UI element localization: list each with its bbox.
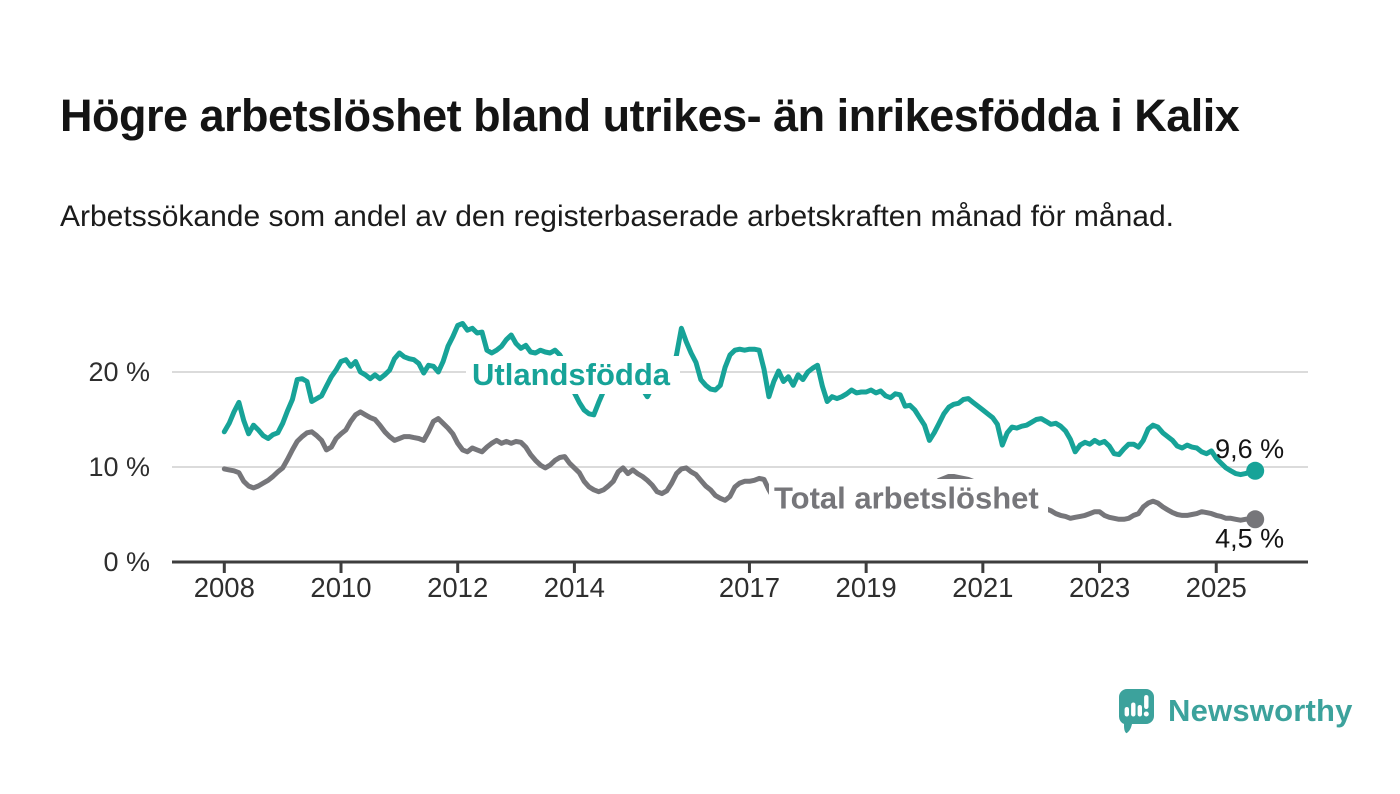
gridlines: 0 % 10 % 20 % <box>88 357 1308 577</box>
bar-3 <box>1137 705 1142 717</box>
label-mask-utlandsfodda <box>466 356 680 394</box>
y-tick-label: 20 % <box>88 357 150 387</box>
x-tick-label: 2023 <box>1069 572 1130 603</box>
x-tick-label: 2025 <box>1186 572 1247 603</box>
label-mask-total <box>769 479 1048 518</box>
end-dot-utlandsfodda <box>1246 461 1265 480</box>
end-dot-total <box>1246 510 1265 529</box>
series-line-utlandsfodda <box>221 321 1258 478</box>
x-tick-label: 2008 <box>194 572 255 603</box>
x-tick-label: 2021 <box>952 572 1013 603</box>
bar-2 <box>1131 702 1136 717</box>
bar-1 <box>1124 707 1129 717</box>
series-labels: Total arbetslöshet 4,5 % Utlandsfödda 9,6 % <box>466 356 1284 553</box>
x-tick-label: 2017 <box>719 572 780 603</box>
newsworthy-logo: Newsworthy <box>1118 688 1353 734</box>
series-lines <box>221 321 1258 523</box>
x-tick-label: 2012 <box>427 572 488 603</box>
chart-title: Högre arbetslöshet bland utrikes- än inr… <box>60 90 1240 142</box>
series-line-total <box>221 409 1258 523</box>
y-tick-label: 10 % <box>88 452 150 482</box>
series-label-total: Total arbetslöshet <box>774 481 1039 516</box>
newsworthy-wordmark: Newsworthy <box>1168 693 1353 728</box>
x-tick-label: 2014 <box>544 572 605 603</box>
y-tick-label: 0 % <box>103 547 150 577</box>
x-tick-label: 2019 <box>836 572 897 603</box>
x-axis: 2008 2010 2012 2014 2017 2019 2021 2023 2025 <box>172 560 1308 603</box>
unemployment-line-chart: 0 % 10 % 20 % 2008 2010 2012 2014 2017 2019 2021… <box>88 321 1308 603</box>
chart-subtitle: Arbetssökande som andel av den registerb… <box>60 200 1174 233</box>
series-label-utlandsfodda: Utlandsfödda <box>472 357 671 392</box>
end-value-label-utlandsfodda: 9,6 % <box>1215 434 1284 464</box>
newsworthy-bubble-icon <box>1119 689 1154 734</box>
exclamation-stem <box>1144 695 1149 709</box>
exclamation-dot <box>1143 711 1149 717</box>
x-tick-label: 2010 <box>310 572 371 603</box>
end-value-label-total: 4,5 % <box>1215 523 1284 553</box>
